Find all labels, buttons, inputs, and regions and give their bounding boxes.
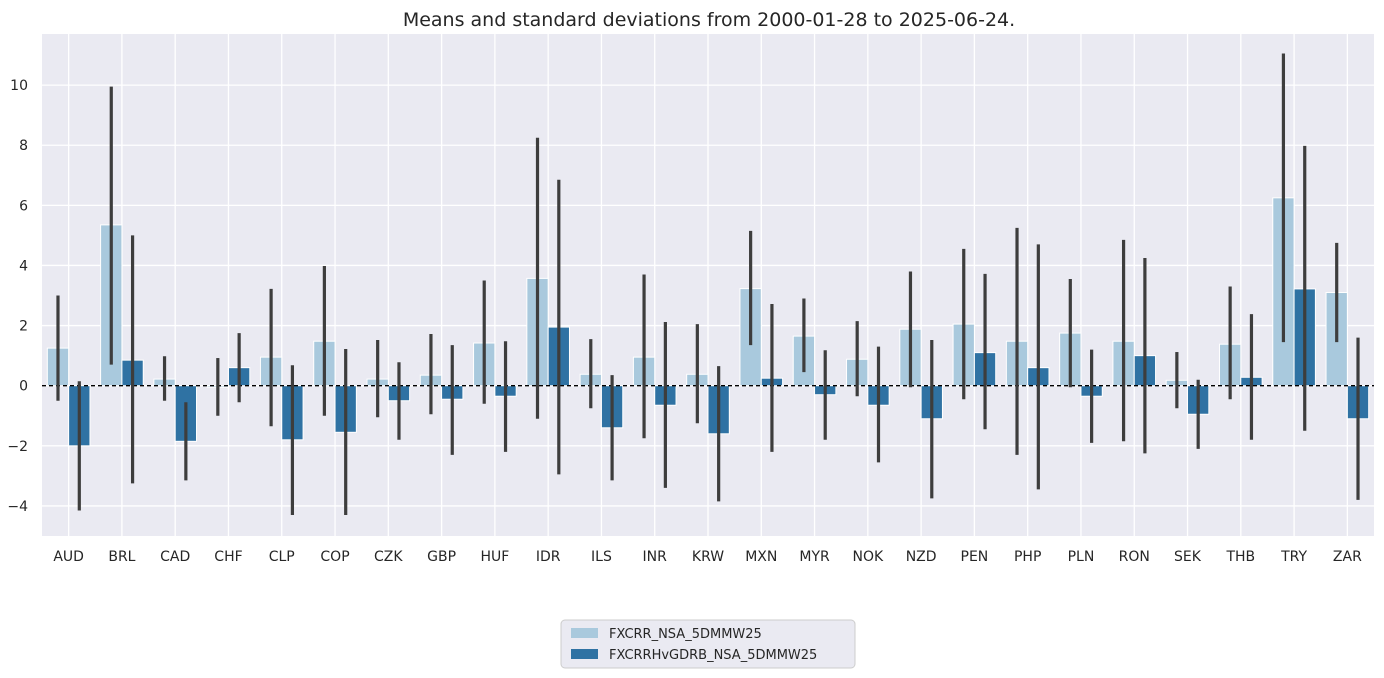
x-tick-label-try: TRY — [1280, 549, 1307, 565]
y-tick-label: −2 — [7, 439, 28, 455]
x-tick-labels: AUD BRL CAD CHF CLP COP CZK GBP HUF IDR ILS INR KRW M… — [53, 549, 1362, 565]
x-tick-label-idr: IDR — [536, 549, 561, 565]
x-tick-label-pln: PLN — [1068, 549, 1095, 565]
x-tick-label-krw: KRW — [692, 549, 724, 565]
x-tick-label-clp: CLP — [269, 549, 295, 565]
y-tick-label: −4 — [7, 499, 28, 515]
legend: FXCRR_NSA_5DMMW25 FXCRRHvGDRB_NSA_5DMMW25 — [560, 619, 856, 669]
legend-box — [560, 619, 856, 669]
x-tick-label-ron: RON — [1119, 549, 1150, 565]
x-tick-label-php: PHP — [1014, 549, 1041, 565]
x-tick-label-gbp: GBP — [427, 549, 456, 565]
x-tick-label-nzd: NZD — [906, 549, 937, 565]
legend-entry-1: FXCRR_NSA_5DMMW25 — [609, 627, 762, 642]
legend-swatch-1 — [571, 628, 598, 638]
y-tick-label: 8 — [19, 138, 28, 154]
x-tick-label-nok: NOK — [852, 549, 883, 565]
y-tick-labels: −4 −2 0 2 4 6 8 10 — [7, 78, 28, 515]
x-tick-label-brl: BRL — [108, 549, 135, 565]
x-tick-label-pen: PEN — [961, 549, 989, 565]
y-tick-label: 2 — [19, 319, 28, 335]
x-tick-label-zar: ZAR — [1333, 549, 1362, 565]
legend-swatch-2 — [571, 649, 598, 659]
y-tick-label: 4 — [19, 258, 28, 274]
x-tick-label-czk: CZK — [374, 549, 403, 565]
x-tick-label-ils: ILS — [591, 549, 612, 565]
x-tick-label-mxn: MXN — [745, 549, 777, 565]
y-tick-label: 10 — [10, 78, 28, 94]
y-tick-label: 0 — [19, 379, 28, 395]
x-tick-label-chf: CHF — [214, 549, 242, 565]
x-tick-label-inr: INR — [643, 549, 668, 565]
x-tick-label-myr: MYR — [799, 549, 830, 565]
x-tick-label-cop: COP — [320, 549, 349, 565]
x-tick-label-aud: AUD — [53, 549, 84, 565]
x-tick-label-cad: CAD — [160, 549, 190, 565]
x-tick-label-thb: THB — [1225, 549, 1255, 565]
x-tick-label-sek: SEK — [1174, 549, 1202, 565]
y-tick-label: 6 — [19, 198, 28, 214]
error-bars — [56, 53, 1360, 515]
x-tick-label-huf: HUF — [480, 549, 509, 565]
chart-title: Means and standard deviations from 2000-… — [403, 9, 1015, 31]
legend-entry-2: FXCRRHvGDRB_NSA_5DMMW25 — [609, 648, 817, 663]
